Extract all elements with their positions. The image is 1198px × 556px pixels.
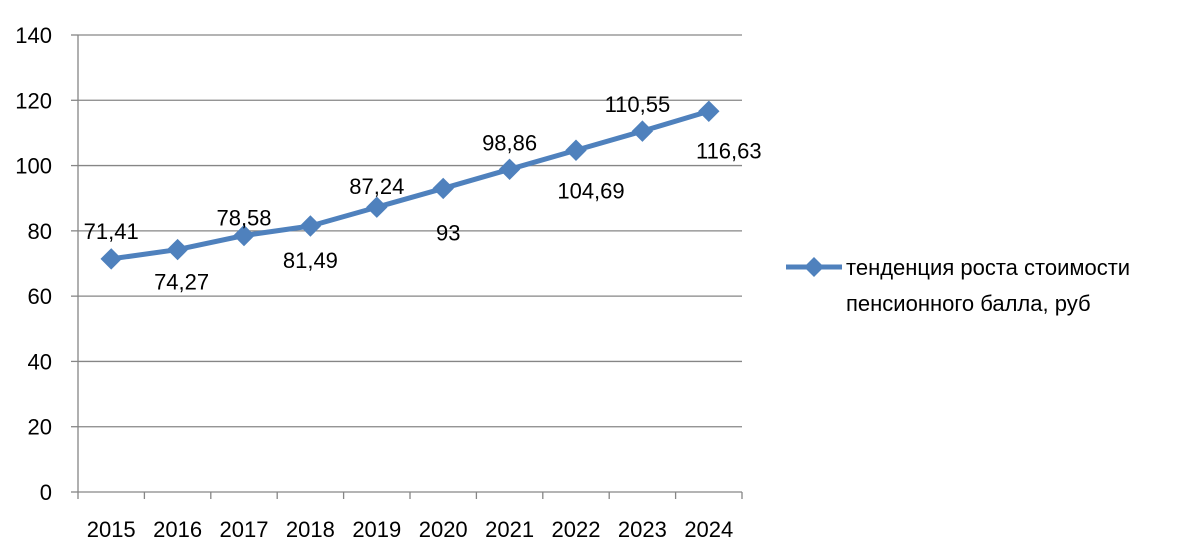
legend: тенденция роста стоимости пенсионного бал…: [786, 255, 1130, 316]
series-line: [110, 108, 710, 262]
y-tick-label: 20: [28, 415, 52, 440]
x-tick-label: 2021: [485, 517, 534, 542]
data-point-marker: [233, 224, 255, 247]
data-label: 81,49: [283, 248, 338, 273]
x-tick-label: 2019: [352, 517, 401, 542]
y-tick-label: 80: [28, 219, 52, 244]
data-point-marker: [565, 139, 587, 161]
data-label: 110,55: [605, 92, 671, 117]
gridlines: [78, 34, 742, 428]
x-tick-label: 2016: [153, 517, 202, 542]
y-tick-label: 100: [15, 154, 52, 179]
x-tick-label: 2017: [220, 517, 269, 542]
x-tick-label: 2024: [684, 517, 733, 542]
y-tick-label: 0: [40, 480, 52, 505]
y-tick-label: 40: [28, 349, 52, 374]
data-label: 116,63: [696, 138, 762, 163]
y-tick-label: 140: [15, 23, 52, 48]
x-tick-label: 2015: [87, 517, 136, 542]
legend-label: тенденция роста стоимости: [846, 255, 1130, 280]
x-tick-label: 2018: [286, 517, 335, 542]
data-label: 98,86: [482, 130, 537, 155]
legend-marker: [804, 257, 824, 277]
data-point-marker: [366, 196, 388, 218]
data-label: 74,27: [154, 270, 209, 295]
data-point-marker: [166, 238, 189, 261]
y-tick-label: 60: [28, 284, 52, 309]
data-label: 71,41: [84, 219, 139, 244]
x-axis-tick-labels: 2015 2016 2017 2018 2019 2020 2021 2022 2023 2024: [87, 517, 734, 542]
data-point-marker: [432, 177, 454, 200]
data-point-marker: [631, 120, 654, 142]
y-axis-tick-labels: 0 20 40 60 80 100 120 140: [15, 23, 52, 505]
data-label: 78,58: [216, 205, 271, 230]
data-labels: 71,41 74,27 78,58 81,49 87,24 93 98,86 104,69 11…: [84, 92, 762, 294]
legend-label: пенсионного балла, руб: [846, 291, 1091, 316]
data-point-marker: [100, 248, 122, 270]
data-point-marker: [299, 215, 322, 237]
axes: [71, 34, 743, 499]
data-point-marker: [498, 158, 521, 180]
y-tick-label: 120: [15, 88, 52, 113]
data-point-marker: [698, 100, 720, 122]
x-tick-label: 2023: [618, 517, 667, 542]
data-label: 104,69: [557, 178, 624, 203]
data-label: 87,24: [349, 174, 404, 199]
series-group: [100, 100, 720, 270]
x-tick-label: 2020: [419, 517, 468, 542]
x-tick-label: 2022: [552, 517, 601, 542]
data-label: 93: [436, 220, 460, 245]
